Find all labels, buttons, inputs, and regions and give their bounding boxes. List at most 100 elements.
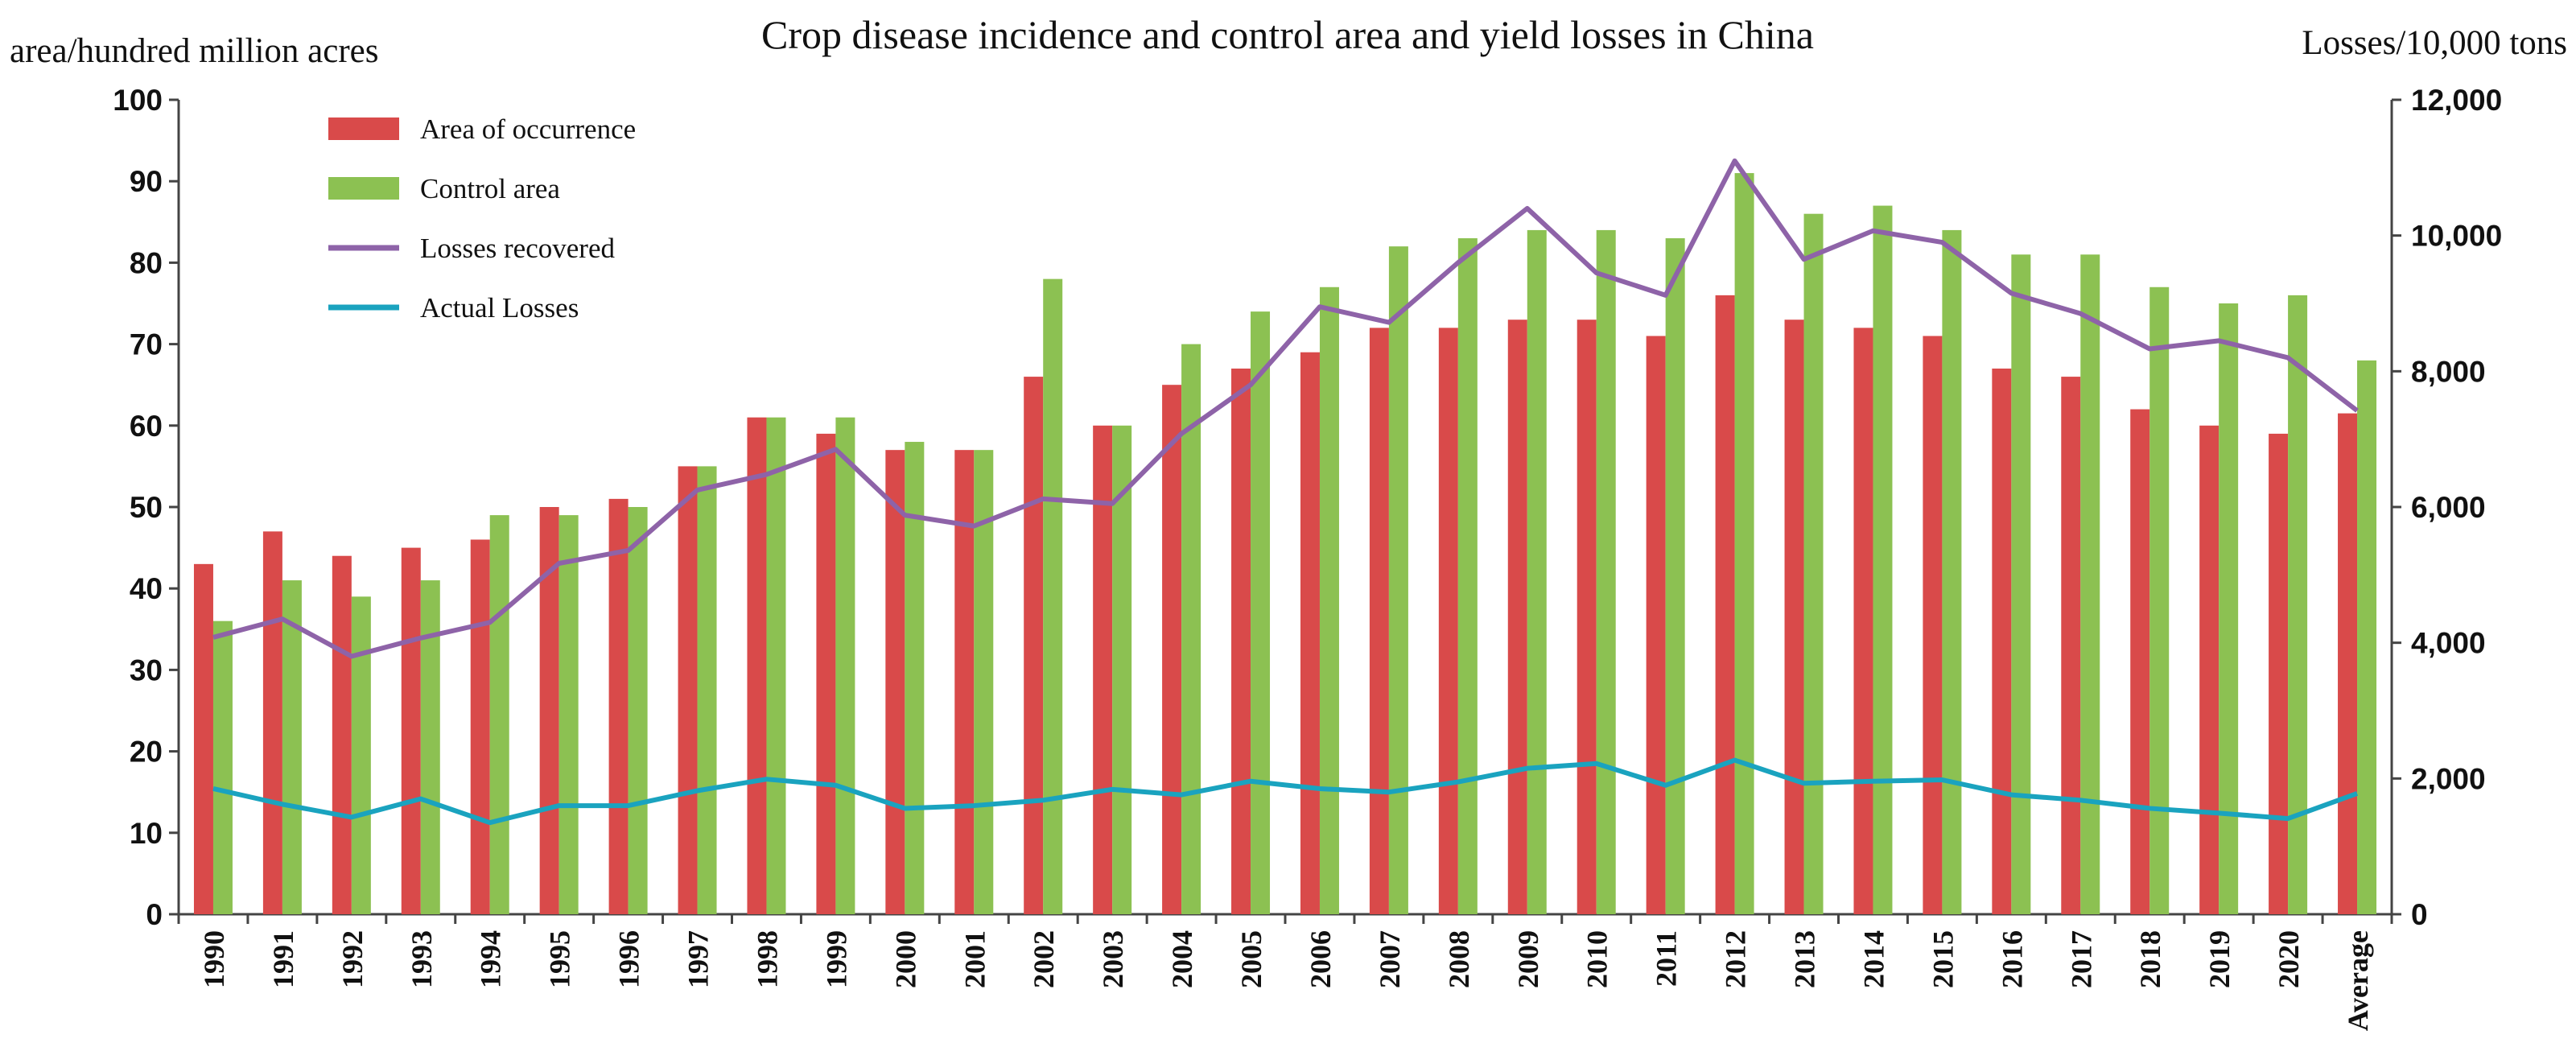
y-left-tick-label: 50 bbox=[130, 491, 163, 524]
bar-area-of-occurrence bbox=[1231, 368, 1251, 915]
bar-area-of-occurrence bbox=[1646, 336, 1666, 915]
x-tick-label: 1999 bbox=[820, 930, 852, 988]
bar-control-area bbox=[1043, 278, 1063, 914]
y-right-tick-label: 6,000 bbox=[2411, 491, 2486, 524]
y-right-tick-label: 2,000 bbox=[2411, 762, 2486, 795]
x-tick-label: 2016 bbox=[1996, 930, 2028, 988]
bar-area-of-occurrence bbox=[1784, 319, 1804, 914]
x-tick-label: 2000 bbox=[889, 930, 921, 988]
bar-control-area bbox=[835, 417, 855, 914]
legend: Area of occurrence Control area Losses rec… bbox=[328, 113, 636, 324]
bar-control-area bbox=[2288, 295, 2308, 914]
bar-area-of-occurrence bbox=[1438, 328, 1458, 914]
bar-control-area bbox=[2080, 254, 2100, 914]
y-left-tick-label: 60 bbox=[130, 410, 163, 443]
y-axis-right-label: Losses/10,000 tons bbox=[2302, 24, 2567, 62]
ticks: 0 10 20 30 40 50 60 70 80 90 100 0 2,000 4,000 6,000 8,… bbox=[113, 84, 2502, 1031]
x-tick-label: 2008 bbox=[1443, 930, 1475, 988]
bar-area-of-occurrence bbox=[470, 539, 490, 914]
bar-area-of-occurrence bbox=[2338, 413, 2358, 914]
bar-control-area bbox=[1251, 311, 1271, 914]
x-tick-label: 2002 bbox=[1028, 930, 1060, 988]
bar-control-area bbox=[628, 507, 648, 914]
bar-area-of-occurrence bbox=[2269, 433, 2289, 914]
y-left-tick-label: 30 bbox=[130, 653, 163, 686]
x-tick-label: 1998 bbox=[751, 930, 783, 988]
bar-area-of-occurrence bbox=[1093, 425, 1113, 914]
legend-swatch-control-area bbox=[328, 177, 399, 200]
bar-control-area bbox=[1734, 173, 1754, 914]
x-tick-label: Average bbox=[2342, 930, 2374, 1031]
x-tick-label: 2011 bbox=[1651, 930, 1683, 987]
y-right-tick-label: 12,000 bbox=[2411, 84, 2502, 117]
bar-area-of-occurrence bbox=[262, 531, 282, 914]
x-tick-label: 2020 bbox=[2273, 930, 2305, 988]
bar-control-area bbox=[1457, 238, 1478, 914]
bar-area-of-occurrence bbox=[1024, 377, 1044, 915]
x-tick-label: 1993 bbox=[406, 930, 438, 988]
bar-control-area bbox=[1873, 205, 1893, 914]
x-tick-label: 1997 bbox=[682, 930, 715, 988]
bar-area-of-occurrence bbox=[954, 450, 975, 914]
x-tick-label: 2003 bbox=[1097, 930, 1129, 988]
x-tick-label: 2001 bbox=[958, 930, 991, 988]
bar-control-area bbox=[2219, 303, 2239, 914]
bar-control-area bbox=[905, 442, 925, 914]
x-tick-label: 2017 bbox=[2065, 930, 2097, 988]
bar-control-area bbox=[1181, 344, 1201, 915]
legend-label-control-area: Control area bbox=[420, 173, 560, 204]
y-left-tick-label: 90 bbox=[130, 165, 163, 198]
bar-area-of-occurrence bbox=[608, 498, 629, 914]
bar-control-area bbox=[2149, 287, 2170, 914]
y-right-tick-label: 4,000 bbox=[2411, 627, 2486, 660]
y-left-tick-label: 0 bbox=[146, 898, 163, 931]
legend-label-losses-recovered: Losses recovered bbox=[420, 233, 615, 264]
bar-control-area bbox=[1388, 246, 1408, 914]
bar-control-area bbox=[1665, 238, 1685, 914]
bar-control-area bbox=[1112, 425, 1132, 914]
x-tick-label: 2019 bbox=[2203, 930, 2236, 988]
bar-control-area bbox=[1942, 229, 1962, 914]
x-tick-label: 2014 bbox=[1857, 930, 1890, 988]
legend-label-area-of-occurrence: Area of occurrence bbox=[420, 113, 636, 145]
x-tick-label: 2009 bbox=[1512, 930, 1544, 988]
y-left-tick-label: 40 bbox=[130, 572, 163, 605]
y-left-tick-label: 70 bbox=[130, 328, 163, 361]
y-left-tick-label: 80 bbox=[130, 246, 163, 279]
x-tick-label: 1991 bbox=[267, 930, 299, 988]
y-left-tick-label: 10 bbox=[130, 817, 163, 850]
bar-control-area bbox=[1319, 287, 1339, 914]
bar-area-of-occurrence bbox=[1162, 385, 1182, 914]
bar-area-of-occurrence bbox=[885, 450, 905, 914]
bar-area-of-occurrence bbox=[1369, 328, 1389, 914]
bar-control-area bbox=[2357, 360, 2377, 915]
bar-area-of-occurrence bbox=[2061, 377, 2081, 915]
x-tick-label: 2004 bbox=[1166, 930, 1198, 988]
y-left-tick-label: 20 bbox=[130, 736, 163, 769]
bar-area-of-occurrence bbox=[2199, 425, 2219, 914]
y-left-tick-label: 100 bbox=[113, 84, 163, 117]
x-tick-label: 2018 bbox=[2134, 930, 2166, 988]
y-axis-left-label: area/hundred million acres bbox=[10, 32, 378, 70]
bar-area-of-occurrence bbox=[401, 547, 421, 914]
bar-control-area bbox=[212, 620, 233, 914]
bars bbox=[193, 173, 2377, 915]
bar-control-area bbox=[558, 515, 579, 914]
bar-control-area bbox=[282, 580, 302, 914]
axes bbox=[177, 100, 2393, 916]
bar-area-of-occurrence bbox=[1715, 295, 1735, 914]
line-losses-recovered bbox=[212, 158, 2359, 659]
bar-control-area bbox=[766, 417, 786, 914]
line-actual-losses bbox=[212, 757, 2359, 826]
x-tick-label: 1990 bbox=[198, 930, 230, 988]
bar-area-of-occurrence bbox=[1853, 328, 1873, 914]
x-tick-label: 2007 bbox=[1374, 930, 1406, 988]
bar-area-of-occurrence bbox=[193, 563, 213, 914]
bar-area-of-occurrence bbox=[678, 466, 698, 914]
x-tick-label: 2006 bbox=[1304, 930, 1337, 988]
x-tick-label: 2010 bbox=[1581, 930, 1614, 988]
lines bbox=[212, 158, 2359, 826]
x-tick-label: 2015 bbox=[1927, 930, 1959, 988]
legend-label-actual-losses: Actual Losses bbox=[420, 292, 579, 324]
